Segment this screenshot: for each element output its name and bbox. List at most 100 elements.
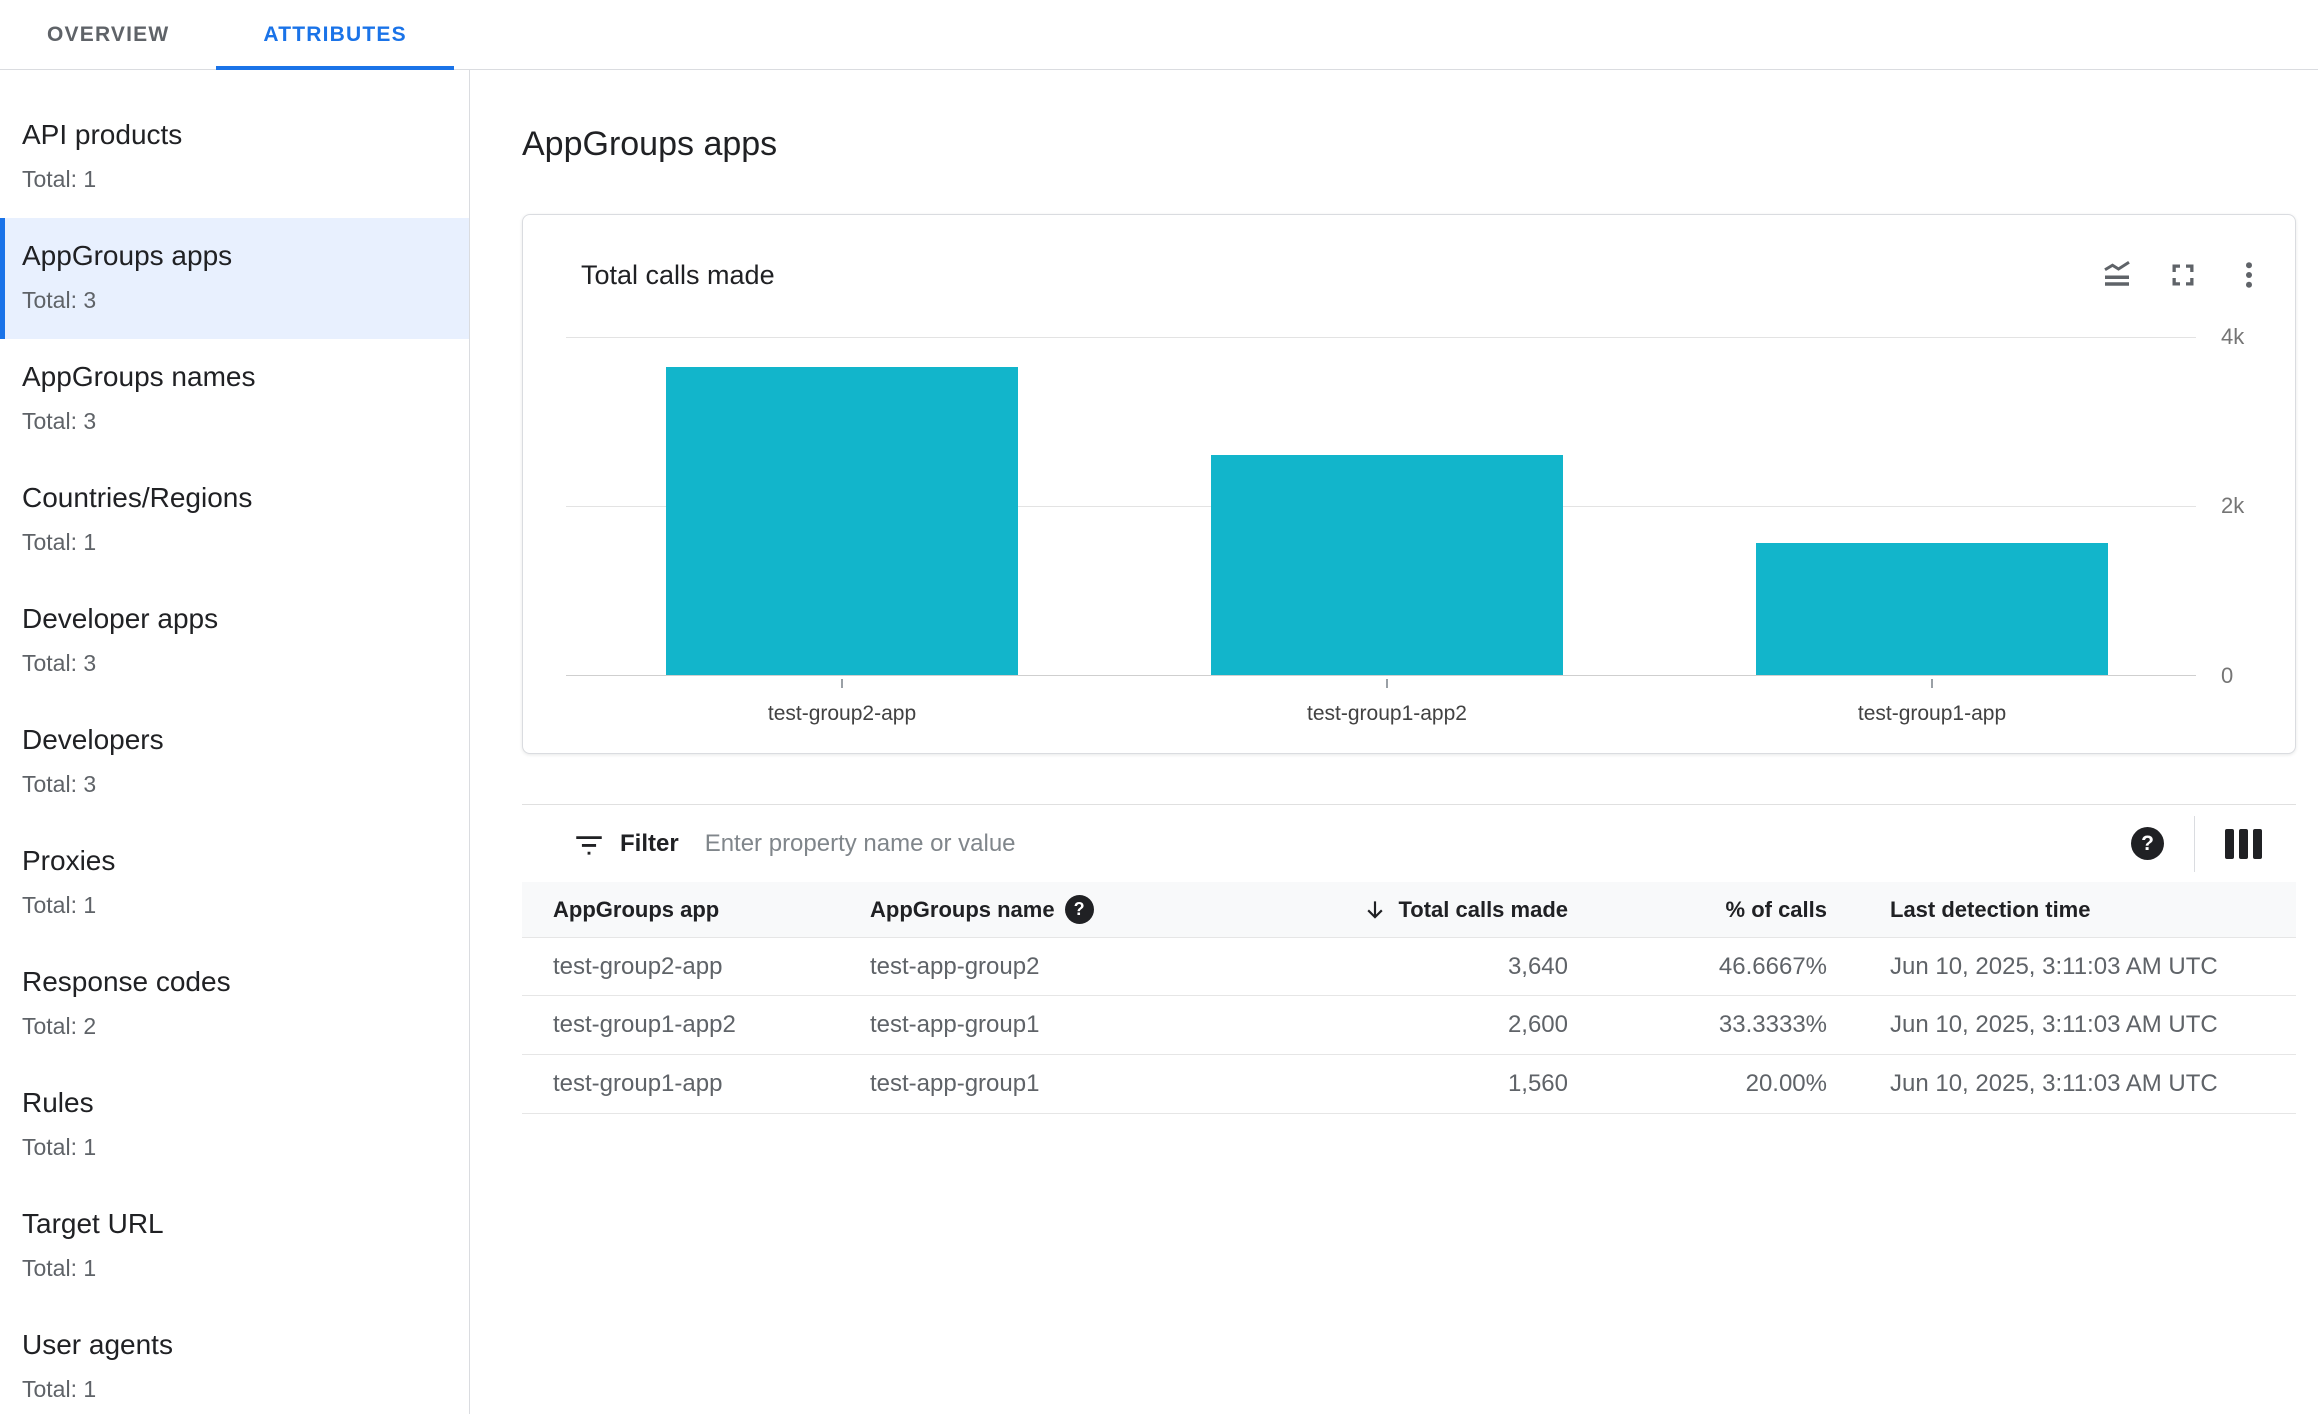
x-tick-mark [841,679,843,688]
column-settings-icon[interactable] [2225,828,2262,859]
sidebar-item-label: User agents [22,1329,173,1360]
sidebar-item-label: Rules [22,1087,94,1118]
column-header-total-calls[interactable]: Total calls made [1340,897,1568,923]
sidebar-item-label: Proxies [22,845,116,876]
y-tick-label: 0 [2221,663,2234,688]
chart-card-actions [2097,255,2269,295]
bar-chart-plot: 4k 2k 0 [566,324,2244,688]
cell-appgroups-app: test-group1-app2 [553,1011,736,1038]
column-header-pct-calls[interactable]: % of calls [1725,896,1827,922]
sidebar-item-label: AppGroups names [22,361,256,392]
x-axis-line [566,675,2196,676]
sidebar-item-label: Target URL [22,1208,164,1239]
cell-last-detection: Jun 10, 2025, 3:11:03 AM UTC [1890,1011,2218,1038]
sidebar-item[interactable]: User agents Total: 1 [0,1307,469,1414]
y-tick-label: 2k [2221,493,2245,518]
sidebar-item-label: API products [22,119,183,150]
more-vert-icon[interactable] [2229,255,2269,295]
main-panel: AppGroups apps Total calls made [470,70,2318,1414]
chart-card: Total calls made [522,214,2296,754]
column-header-label: AppGroups name [870,896,1055,922]
chart-bar[interactable] [1756,543,2108,675]
gridline-4k [566,337,2196,338]
y-axis-labels: 4k 2k 0 [2221,324,2291,688]
table-row[interactable]: test-group1-app test-app-group1 1,560 20… [522,1055,2296,1114]
filter-help-icon[interactable] [2131,827,2164,860]
tab-attributes[interactable]: ATTRIBUTES [216,0,454,70]
filter-input[interactable] [704,829,2131,858]
x-tick-label: test-group1-app2 [1307,702,1467,725]
page-title: AppGroups apps [522,125,778,163]
cell-total-calls: 1,560 [1507,1070,1568,1097]
x-axis-category: test-group1-app2 [1211,676,1563,726]
cell-appgroups-app: test-group2-app [553,952,723,980]
sidebar-item-total: Total: 3 [22,650,97,676]
table-body: test-group2-app test-app-group2 3,640 46… [522,937,2296,1114]
cell-last-detection: Jun 10, 2025, 3:11:03 AM UTC [1890,1070,2218,1097]
table-row[interactable]: test-group2-app test-app-group2 3,640 46… [522,937,2296,996]
sidebar-item-total: Total: 1 [22,166,97,192]
sidebar-item-label: Countries/Regions [22,482,253,513]
sidebar-item-total: Total: 3 [22,771,97,797]
sort-descending-icon [1362,897,1388,923]
filter-row: Filter [522,805,2296,882]
attributes-table-section: Filter AppGroups app AppGroups name Tota… [522,804,2296,1114]
sidebar-item-total: Total: 1 [22,1134,97,1160]
sidebar-item[interactable]: Proxies Total: 1 [0,823,469,944]
column-header-appgroups-app[interactable]: AppGroups app [553,896,720,922]
stacked-line-chart-icon[interactable] [2097,255,2137,295]
sidebar-item-total: Total: 3 [22,287,97,313]
column-help-icon[interactable] [1064,895,1094,924]
sidebar-item[interactable]: Response codes Total: 2 [0,944,469,1065]
cell-total-calls: 2,600 [1507,1011,1568,1038]
column-header-last-detection[interactable]: Last detection time [1890,896,2091,922]
cell-pct-calls: 33.3333% [1718,1011,1827,1038]
cell-last-detection: Jun 10, 2025, 3:11:03 AM UTC [1890,952,2218,980]
sidebar-item[interactable]: API products Total: 1 [0,97,469,218]
x-axis-category: test-group2-app [666,676,1018,726]
sidebar-item[interactable]: Target URL Total: 1 [0,1186,469,1307]
chart-bars [566,337,2196,675]
cell-appgroups-name: test-app-group1 [870,1011,1040,1038]
x-tick-mark [1386,679,1388,688]
chart-bar[interactable] [1211,455,1563,675]
sidebar-item-total: Total: 2 [22,1013,97,1039]
cell-pct-calls: 20.00% [1745,1070,1827,1097]
filter-list-icon [572,827,606,861]
table-header-row: AppGroups app AppGroups name Total calls… [522,882,2296,937]
content-area: API products Total: 1 AppGroups apps Tot… [0,70,2318,1414]
table-row[interactable]: test-group1-app2 test-app-group1 2,600 3… [522,996,2296,1055]
column-header-appgroups-name[interactable]: AppGroups name [870,895,1340,924]
attributes-sidebar: API products Total: 1 AppGroups apps Tot… [0,70,470,1414]
chart-title: Total calls made [581,259,775,290]
x-tick-mark [1931,679,1933,688]
sidebar-item[interactable]: Rules Total: 1 [0,1065,469,1186]
sidebar-item-label: AppGroups apps [22,240,233,271]
sidebar-item-total: Total: 1 [22,1376,97,1402]
cell-total-calls: 3,640 [1507,952,1568,980]
cell-appgroups-app: test-group1-app [553,1070,723,1097]
cell-appgroups-name: test-app-group1 [870,1070,1040,1097]
top-tab-bar: OVERVIEW ATTRIBUTES [0,0,2318,70]
sidebar-item[interactable]: AppGroups names Total: 3 [0,339,469,460]
tab-overview[interactable]: OVERVIEW [47,23,170,46]
sidebar-item-label: Developer apps [22,603,219,634]
sidebar-item[interactable]: Developers Total: 3 [0,702,469,823]
x-tick-label: test-group2-app [767,702,917,725]
fullscreen-icon[interactable] [2163,255,2203,295]
sidebar-item[interactable]: AppGroups apps Total: 3 [0,218,469,339]
sidebar-item-total: Total: 3 [22,408,97,434]
chart-card-header: Total calls made [523,215,2295,295]
cell-pct-calls: 46.6667% [1718,952,1827,980]
sidebar-item-total: Total: 1 [22,529,97,555]
sidebar-item[interactable]: Countries/Regions Total: 1 [0,460,469,581]
sidebar-item-label: Response codes [22,966,231,997]
chart-bar[interactable] [666,367,1018,675]
sidebar-item[interactable]: Developer apps Total: 3 [0,581,469,702]
sidebar-item-label: Developers [22,724,164,755]
x-axis-category: test-group1-app [1756,676,2108,726]
sidebar-item-total: Total: 1 [22,892,97,918]
x-axis-labels: test-group2-app test-group1-app2 test-gr… [566,676,2196,726]
column-header-label: Total calls made [1398,896,1568,922]
bar-chart: 4k 2k 0 test-group2-app [566,324,2244,726]
